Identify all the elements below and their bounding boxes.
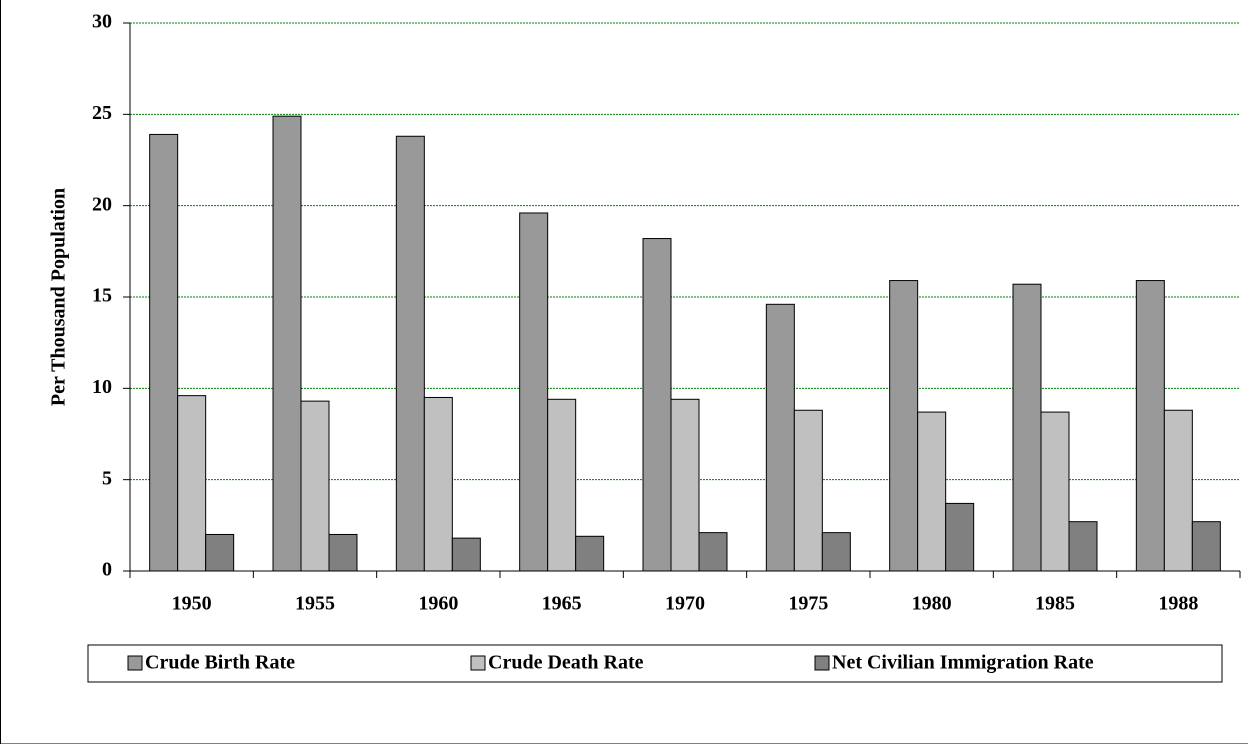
y-tick-label: 20	[92, 193, 112, 215]
y-tick-label: 10	[92, 376, 112, 398]
bar	[177, 395, 207, 572]
x-tick-label: 1980	[912, 593, 952, 615]
y-tick-label: 30	[92, 11, 112, 33]
bar	[328, 533, 358, 572]
x-tick-label: 1970	[665, 593, 705, 615]
bar	[423, 396, 453, 572]
x-tick-label: 1960	[418, 593, 458, 615]
bar	[1012, 283, 1042, 572]
y-axis-label: Per Thousand Population	[48, 188, 70, 406]
bar	[149, 133, 179, 572]
legend-label: Crude Death Rate	[488, 652, 644, 674]
bar	[547, 398, 577, 572]
legend-swatch	[470, 655, 486, 671]
x-tick-label: 1975	[788, 593, 828, 615]
y-tick-label: 15	[92, 285, 112, 307]
bar	[1068, 521, 1098, 572]
bar	[698, 532, 728, 572]
bar	[793, 409, 823, 572]
x-tick-label: 1965	[542, 593, 582, 615]
legend-swatch	[814, 655, 830, 671]
bar	[917, 411, 947, 572]
bar	[889, 280, 919, 572]
bar	[1135, 280, 1165, 572]
bar	[451, 537, 481, 572]
bar	[575, 535, 605, 572]
legend-box	[87, 644, 1223, 683]
bar	[821, 532, 851, 572]
bar	[300, 400, 330, 572]
bar	[642, 238, 672, 572]
bar	[1163, 409, 1193, 572]
bar	[765, 303, 795, 572]
y-tick-label: 5	[102, 467, 112, 489]
bar	[1191, 521, 1221, 572]
bar	[205, 533, 235, 572]
legend-label: Net Civilian Immigration Rate	[832, 652, 1094, 674]
bar	[945, 502, 975, 572]
y-tick-label: 25	[92, 102, 112, 124]
x-tick-label: 1985	[1035, 593, 1075, 615]
x-tick-label: 1950	[172, 593, 212, 615]
bar	[670, 398, 700, 572]
legend-label: Crude Birth Rate	[145, 652, 295, 674]
x-tick-label: 1988	[1158, 593, 1198, 615]
y-tick-label: 0	[102, 559, 112, 581]
x-tick-label: 1955	[295, 593, 335, 615]
bar	[519, 212, 549, 572]
bar	[395, 135, 425, 572]
legend-swatch	[127, 655, 143, 671]
bar	[1040, 411, 1070, 572]
bar	[272, 115, 302, 572]
